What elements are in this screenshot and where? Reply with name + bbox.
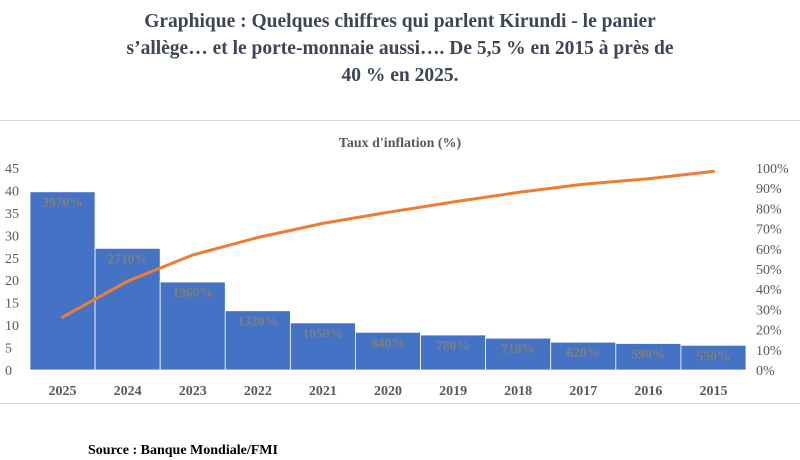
bar-data-label: 620%: [566, 345, 600, 360]
right-tick-label: 30%: [756, 303, 782, 318]
left-tick-label: 0: [5, 364, 12, 379]
left-tick-label: 40: [5, 184, 19, 199]
x-axis: 2025 2024 2023 2022 2021 2020 2019 2018 2017 2016…: [49, 384, 728, 399]
bar-2019: [420, 334, 487, 371]
bar-2022: [224, 310, 291, 371]
chart-frame: [0, 120, 800, 404]
x-tick-label: 2021: [309, 384, 337, 399]
left-tick-label: 20: [5, 274, 19, 289]
x-tick-label: 2020: [374, 384, 402, 399]
chart-title: Taux d'inflation (%): [339, 136, 462, 151]
headline-line-2: s’allège… et le porte-monnaie aussi…. De…: [126, 38, 674, 59]
bar-data-label: 1050%: [303, 326, 344, 341]
headline-line-1: Graphique : Quelques chiffres qui parlen…: [144, 11, 656, 32]
bar-data-label: 550%: [697, 348, 731, 363]
source-note: Source : Banque Mondiale/FMI: [88, 443, 278, 458]
bar-data-label: 780%: [436, 338, 470, 353]
x-tick-label: 2023: [179, 384, 207, 399]
bar-2017: [550, 341, 617, 371]
x-tick-label: 2024: [114, 384, 142, 399]
bar-labels-layer: 3970% 2710% 1960% 1320% 1050% 840% 780% 710% 620…: [42, 195, 730, 364]
bar-2020: [355, 331, 421, 371]
left-tick-label: 10: [5, 319, 19, 334]
x-tick-label: 2022: [244, 384, 272, 399]
bar-data-label: 710%: [501, 341, 535, 356]
x-tick-label: 2018: [504, 384, 532, 399]
bar-data-label: 590%: [631, 347, 665, 362]
right-tick-label: 20%: [756, 324, 782, 339]
x-tick-label: 2025: [49, 384, 77, 399]
cumulative-line: [61, 169, 715, 319]
left-tick-label: 5: [5, 342, 12, 357]
left-axis: 0 5 10 15 20 25 30 35 40 45: [5, 162, 19, 379]
x-tick-label: 2016: [634, 384, 662, 399]
bar-2015: [680, 344, 747, 371]
bar-data-label: 1320%: [238, 314, 279, 329]
right-tick-label: 10%: [756, 344, 782, 359]
x-tick-label: 2015: [699, 384, 727, 399]
bar-data-label: 3970%: [42, 195, 83, 210]
right-tick-label: 0%: [756, 364, 775, 379]
bar-2025: [29, 191, 96, 371]
right-tick-label: 70%: [756, 223, 782, 238]
bar-data-label: 2710%: [107, 251, 148, 266]
left-tick-label: 15: [5, 297, 19, 312]
bar-2016: [615, 343, 682, 371]
left-tick-label: 25: [5, 252, 19, 267]
right-tick-label: 100%: [756, 162, 789, 177]
right-tick-label: 60%: [756, 243, 782, 258]
right-axis: 0% 10% 20% 30% 40% 50% 60% 70% 80% 90% 100%: [756, 162, 789, 379]
right-tick-label: 80%: [756, 202, 782, 217]
bar-2023: [159, 281, 226, 371]
line-layer: [61, 169, 715, 319]
left-tick-label: 30: [5, 229, 19, 244]
bar-2021: [289, 322, 356, 371]
right-tick-label: 50%: [756, 263, 782, 278]
right-tick-label: 90%: [756, 182, 782, 197]
bar-data-label: 1960%: [172, 285, 213, 300]
x-tick-label: 2019: [439, 384, 467, 399]
right-tick-label: 40%: [756, 283, 782, 298]
left-tick-label: 35: [5, 207, 19, 222]
bars-layer: [29, 191, 747, 371]
bar-data-label: 840%: [371, 335, 405, 350]
chart-headline: Graphique : Quelques chiffres qui parlen…: [60, 8, 740, 89]
headline-line-3: 40 % en 2025.: [341, 65, 459, 86]
bar-2018: [485, 337, 552, 371]
left-tick-label: 45: [5, 162, 19, 177]
bar-2024: [94, 247, 161, 371]
x-tick-label: 2017: [569, 384, 597, 399]
